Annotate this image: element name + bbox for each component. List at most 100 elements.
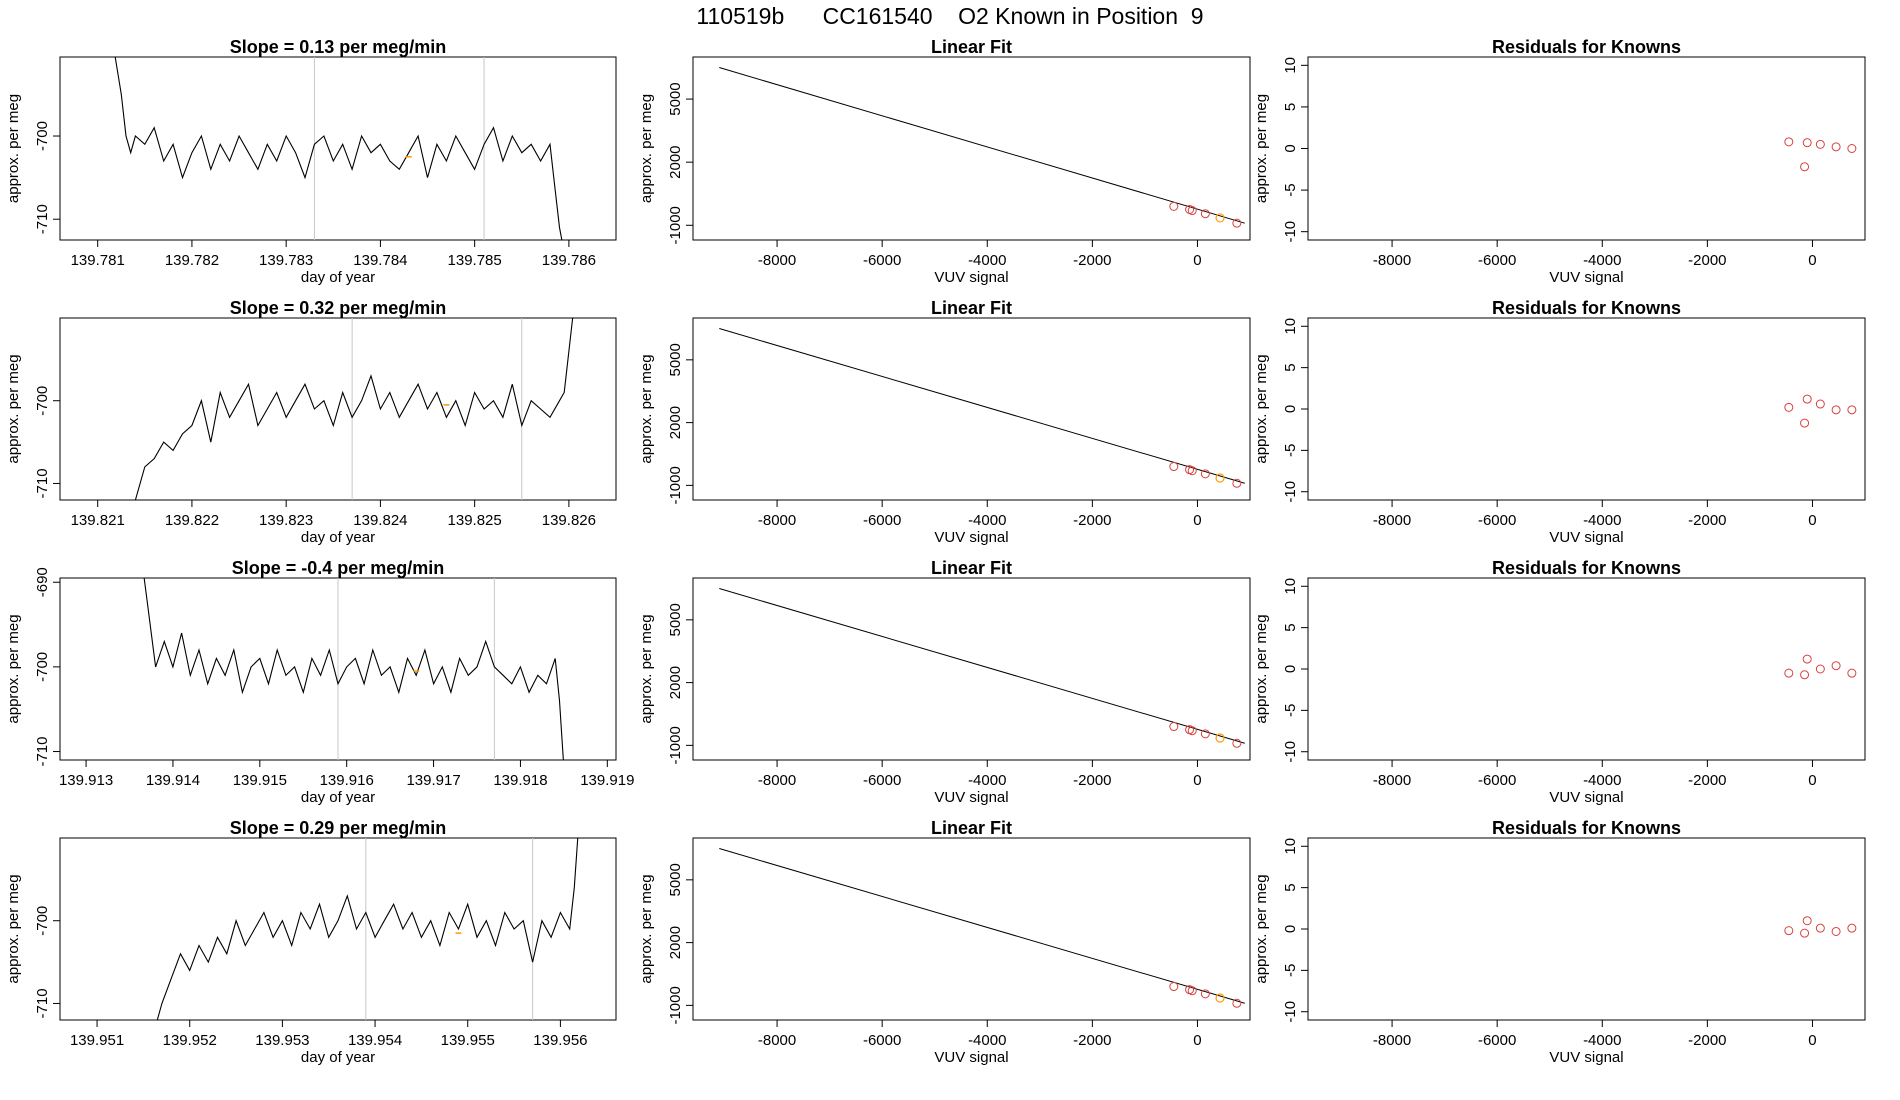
known-point — [1232, 218, 1242, 228]
y-tick-label: -1000 — [667, 986, 684, 1024]
y-tick-label: 0 — [1282, 405, 1299, 413]
fit-line — [719, 847, 1245, 1004]
residual-point — [1802, 654, 1812, 664]
x-tick-label: 139.955 — [441, 1032, 495, 1049]
known-point — [1200, 209, 1210, 219]
fit-line — [719, 327, 1245, 484]
known-point — [1169, 982, 1179, 992]
x-axis-label: VUV signal — [934, 529, 1008, 546]
x-tick-label: -6000 — [1478, 772, 1516, 789]
residual-point — [1800, 670, 1810, 680]
x-tick-label: -8000 — [758, 252, 796, 269]
x-tick-label: 0 — [1808, 512, 1816, 529]
y-tick-label: -10 — [1282, 1001, 1299, 1023]
residual-point — [1800, 162, 1810, 172]
plot-area — [1784, 394, 1857, 428]
x-tick-label: 139.953 — [255, 1032, 309, 1049]
plot-area — [143, 578, 564, 760]
plot-area — [719, 587, 1245, 748]
x-tick-label: -6000 — [863, 1032, 901, 1049]
x-axis-label: day of year — [301, 269, 375, 286]
unknown-point — [1215, 993, 1225, 1003]
y-tick-label: -710 — [34, 988, 51, 1018]
x-axis-label: VUV signal — [1549, 789, 1623, 806]
panel-title: Linear Fit — [931, 37, 1012, 57]
chart-panel-residuals-3: Residuals for Knowns -8000 -6000 -4000 -2000… — [1253, 558, 1866, 806]
panel-title: Linear Fit — [931, 818, 1012, 838]
x-tick-label: 139.952 — [163, 1032, 217, 1049]
residual-point — [1784, 926, 1794, 936]
x-tick-label: -8000 — [1373, 1032, 1411, 1049]
x-tick-label: -2000 — [1688, 512, 1726, 529]
x-tick-label: 139.916 — [320, 772, 374, 789]
y-tick-label: 10 — [1282, 57, 1299, 74]
plot-area — [719, 67, 1245, 228]
y-axis-label: approx. per meg — [5, 874, 22, 983]
y-tick-label: -710 — [34, 468, 51, 498]
unknown-point — [1215, 473, 1225, 483]
known-point — [1187, 466, 1197, 476]
plot-frame — [692, 56, 1251, 241]
chart-panel-residuals-1: Residuals for Knowns -8000 -6000 -4000 -2000… — [1253, 37, 1866, 286]
x-tick-label: 139.954 — [348, 1032, 402, 1049]
y-tick-label: -10 — [1282, 741, 1299, 763]
x-tick-label: 0 — [1193, 772, 1201, 789]
x-tick-label: -4000 — [1583, 252, 1621, 269]
residual-point — [1815, 923, 1825, 933]
y-axis-label: approx. per meg — [1253, 354, 1270, 463]
x-tick-label: 0 — [1808, 252, 1816, 269]
y-tick-label: -710 — [34, 737, 51, 767]
unknown-point — [1215, 733, 1225, 743]
x-axis-label: VUV signal — [1549, 529, 1623, 546]
residual-point — [1815, 399, 1825, 409]
known-point — [1200, 989, 1210, 999]
residual-point — [1802, 916, 1812, 926]
y-tick-label: -1000 — [667, 726, 684, 764]
chart-panel-residuals-4: Residuals for Knowns -8000 -6000 -4000 -2000… — [1253, 818, 1866, 1066]
plot-area — [719, 327, 1245, 488]
y-tick-label: -5 — [1282, 704, 1299, 717]
y-tick-label: 2000 — [667, 666, 684, 699]
known-point — [1232, 998, 1242, 1008]
plot-frame — [692, 317, 1251, 501]
plot-frame — [692, 577, 1251, 761]
x-tick-label: -2000 — [1073, 772, 1111, 789]
y-tick-label: -10 — [1282, 481, 1299, 503]
x-axis-label: day of year — [301, 1049, 375, 1066]
x-tick-label: -8000 — [1373, 512, 1411, 529]
x-tick-label: -2000 — [1688, 1032, 1726, 1049]
figure-title: 110519b CC161540 O2 Known in Position 9 — [696, 3, 1204, 29]
signal-line — [114, 57, 563, 240]
x-tick-label: 139.913 — [59, 772, 113, 789]
panel-title: Linear Fit — [931, 298, 1012, 318]
plot-area — [719, 847, 1245, 1008]
x-tick-label: 139.823 — [259, 512, 313, 529]
y-axis-label: approx. per meg — [638, 874, 655, 983]
y-tick-label: -700 — [34, 121, 51, 151]
signal-line — [156, 838, 579, 1020]
y-tick-label: 5 — [1282, 103, 1299, 111]
x-tick-label: 139.956 — [533, 1032, 587, 1049]
residual-point — [1784, 137, 1794, 147]
panel-title: Linear Fit — [931, 558, 1012, 578]
y-tick-label: -5 — [1282, 444, 1299, 457]
x-tick-label: -4000 — [1583, 1032, 1621, 1049]
fit-line — [719, 67, 1245, 224]
x-tick-label: -6000 — [1478, 252, 1516, 269]
y-tick-label: -700 — [34, 652, 51, 682]
y-tick-label: -5 — [1282, 964, 1299, 977]
x-tick-label: 139.917 — [406, 772, 460, 789]
residual-point — [1831, 405, 1841, 415]
chart-panel-time-series-4: Slope = 0.29 per meg/min 139.951 139.952 13… — [5, 818, 617, 1066]
x-tick-label: -6000 — [863, 252, 901, 269]
residual-point — [1847, 405, 1857, 415]
fit-line — [719, 587, 1245, 744]
known-point — [1169, 722, 1179, 732]
plot-frame — [692, 837, 1251, 1021]
y-tick-label: 5000 — [667, 603, 684, 636]
x-tick-label: 139.825 — [448, 512, 502, 529]
x-tick-label: 139.918 — [493, 772, 547, 789]
plot-frame — [1307, 577, 1866, 761]
x-tick-label: -6000 — [1478, 1032, 1516, 1049]
